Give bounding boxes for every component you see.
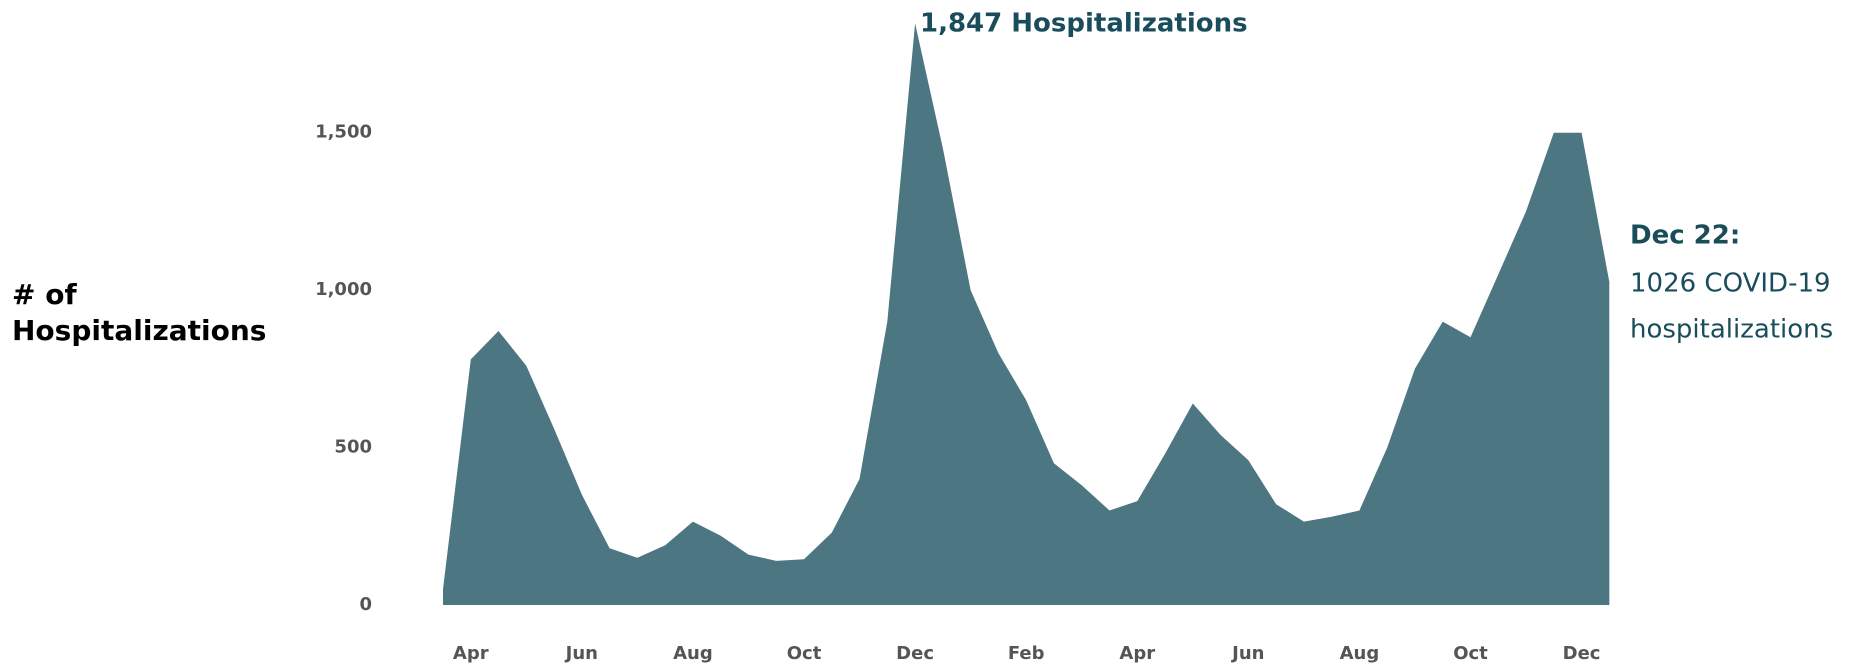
y-tick-label: 1,500 [315,122,372,143]
x-tick-label: Apr [453,643,489,664]
x-tick-label: Apr [1119,643,1155,664]
y-tick-label: 0 [359,594,372,615]
peak-annotation: 1,847 Hospitalizations [920,9,1248,39]
x-tick-label: Jun [564,643,598,664]
y-axis-label: # of [12,278,77,311]
x-tick-label: Dec [896,643,934,664]
end-annotation-title: Dec 22: [1630,221,1740,251]
x-tick-label: Dec [1563,643,1601,664]
area [443,23,1610,605]
x-tick-label: Oct [1453,643,1488,664]
end-annotation: hospitalizations [1630,315,1833,345]
x-tick-label: Oct [787,643,822,664]
x-tick-label: Jun [1230,643,1264,664]
x-tick-label: Aug [1340,643,1380,664]
y-axis-label: Hospitalizations [12,314,266,347]
x-tick-label: Aug [673,643,713,664]
y-tick-label: 500 [334,437,372,458]
x-tick-label: Feb [1008,643,1045,664]
end-annotation: 1026 COVID-19 [1630,269,1831,299]
y-tick-label: 1,000 [315,279,372,300]
